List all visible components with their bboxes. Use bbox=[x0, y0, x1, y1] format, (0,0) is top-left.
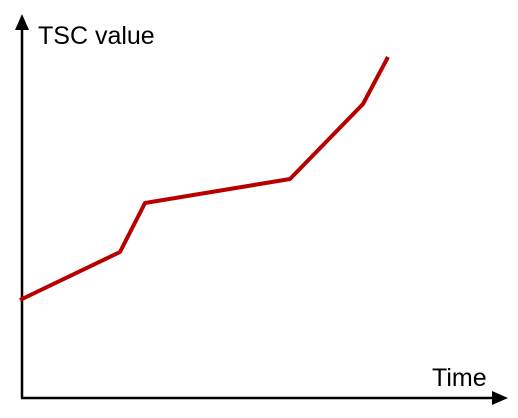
y-axis-arrow bbox=[15, 14, 29, 30]
x-axis-label: Time bbox=[432, 364, 487, 392]
y-axis-label: TSC value bbox=[38, 22, 155, 50]
x-axis-arrow bbox=[492, 391, 508, 405]
tsc-curve bbox=[19, 56, 390, 302]
